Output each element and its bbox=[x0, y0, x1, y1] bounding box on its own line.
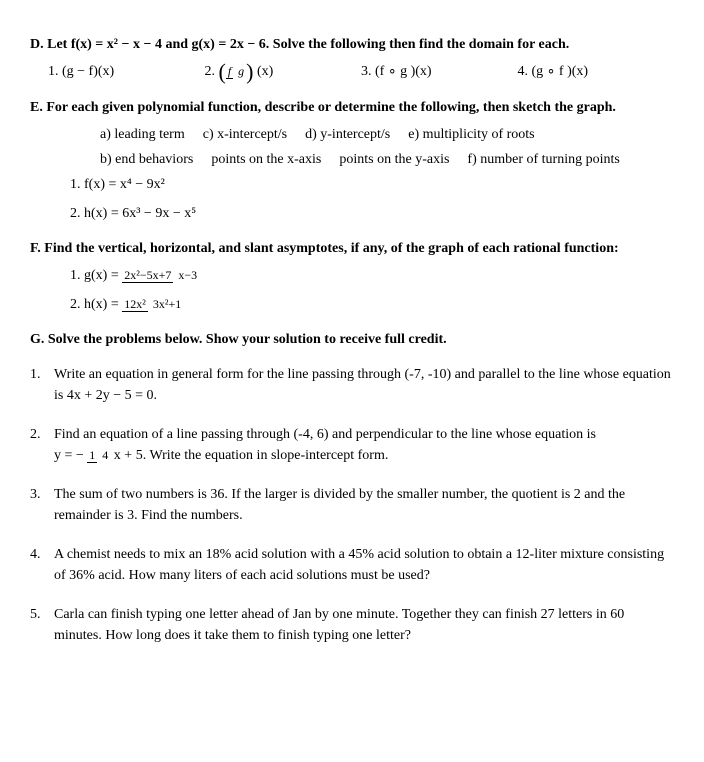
e-col-c: c) x-intercept/s bbox=[203, 124, 287, 145]
rparen: ) bbox=[246, 61, 253, 83]
e-col-b: b) end behaviors bbox=[100, 149, 193, 170]
g-p2b-fnum: 1 bbox=[87, 448, 97, 463]
f-h-den: 3x²+1 bbox=[151, 297, 183, 311]
f-h-label: 2. h(x) = bbox=[70, 297, 122, 312]
section-d-head: D. Let f(x) = x² − x − 4 and g(x) = 2x −… bbox=[30, 34, 674, 55]
f-h-frac: 12x² 3x²+1 bbox=[122, 298, 183, 311]
e-col-a: a) leading term bbox=[100, 124, 185, 145]
d-item-2-frac: ( f g ) bbox=[219, 61, 254, 83]
f-func-g: 1. g(x) = 2x²−5x+7 x−3 bbox=[70, 265, 674, 286]
f-g-num: 2x²−5x+7 bbox=[122, 268, 173, 283]
g-p2b-frac: 1 4 bbox=[87, 449, 110, 462]
d-item-2: 2. ( f g ) (x) bbox=[205, 61, 362, 83]
g-p4-num: 4. bbox=[30, 544, 54, 586]
e-col-yaxis: points on the y-axis bbox=[339, 149, 449, 170]
f-g-frac: 2x²−5x+7 x−3 bbox=[122, 269, 199, 282]
g-problem-2: 2. Find an equation of a line passing th… bbox=[30, 424, 674, 466]
e-col-f: f) number of turning points bbox=[467, 149, 619, 170]
section-f-head: F. Find the vertical, horizontal, and sl… bbox=[30, 238, 674, 259]
e-col-xaxis: points on the x-axis bbox=[211, 149, 321, 170]
section-g-head: G. Solve the problems below. Show your s… bbox=[30, 329, 674, 350]
g-p2b-post: x + 5. Write the equation in slope-inter… bbox=[114, 448, 389, 463]
g-p5-txt: Carla can finish typing one letter ahead… bbox=[54, 604, 674, 646]
e-cols-row1: a) leading term c) x-intercept/s d) y-in… bbox=[100, 124, 674, 145]
g-p4-txt: A chemist needs to mix an 18% acid solut… bbox=[54, 544, 674, 586]
d-frac-top: f bbox=[226, 64, 233, 79]
g-p3-num: 3. bbox=[30, 484, 54, 526]
e-col-d: d) y-intercept/s bbox=[305, 124, 390, 145]
d-item-4: 4. (g ∘ f )(x) bbox=[518, 61, 675, 83]
d-item-2-after: (x) bbox=[257, 64, 273, 79]
d-item-3: 3. (f ∘ g )(x) bbox=[361, 61, 518, 83]
lparen: ( bbox=[219, 61, 226, 83]
g-p5-num: 5. bbox=[30, 604, 54, 646]
f-g-label: 1. g(x) = bbox=[70, 268, 122, 283]
g-p2-txt: Find an equation of a line passing throu… bbox=[54, 424, 674, 466]
e-func-1: 1. f(x) = x⁴ − 9x² bbox=[70, 174, 674, 195]
section-e-head: E. For each given polynomial function, d… bbox=[30, 97, 674, 118]
e-col-e: e) multiplicity of roots bbox=[408, 124, 534, 145]
g-p2-num: 2. bbox=[30, 424, 54, 466]
d-item-2-num: 2. bbox=[205, 64, 216, 79]
g-p3-txt: The sum of two numbers is 36. If the lar… bbox=[54, 484, 674, 526]
d-item-1: 1. (g − f)(x) bbox=[48, 61, 205, 83]
g-p2b-fden: 4 bbox=[100, 448, 110, 462]
g-p2b-pre: y = − bbox=[54, 448, 84, 463]
g-problem-1: 1. Write an equation in general form for… bbox=[30, 364, 674, 406]
e-func-2: 2. h(x) = 6x³ − 9x − x⁵ bbox=[70, 203, 674, 224]
g-p1-num: 1. bbox=[30, 364, 54, 406]
g-problem-5: 5. Carla can finish typing one letter ah… bbox=[30, 604, 674, 646]
f-func-h: 2. h(x) = 12x² 3x²+1 bbox=[70, 294, 674, 315]
f-h-num: 12x² bbox=[122, 297, 148, 312]
d-frac-bot: g bbox=[236, 64, 246, 78]
g-p1-txt: Write an equation in general form for th… bbox=[54, 364, 674, 406]
e-cols-row2: b) end behaviors points on the x-axis po… bbox=[100, 149, 674, 170]
g-problem-3: 3. The sum of two numbers is 36. If the … bbox=[30, 484, 674, 526]
f-g-den: x−3 bbox=[176, 268, 199, 282]
g-problem-4: 4. A chemist needs to mix an 18% acid so… bbox=[30, 544, 674, 586]
section-d-items: 1. (g − f)(x) 2. ( f g ) (x) 3. (f ∘ g )… bbox=[48, 61, 674, 83]
g-p2a: Find an equation of a line passing throu… bbox=[54, 427, 596, 442]
